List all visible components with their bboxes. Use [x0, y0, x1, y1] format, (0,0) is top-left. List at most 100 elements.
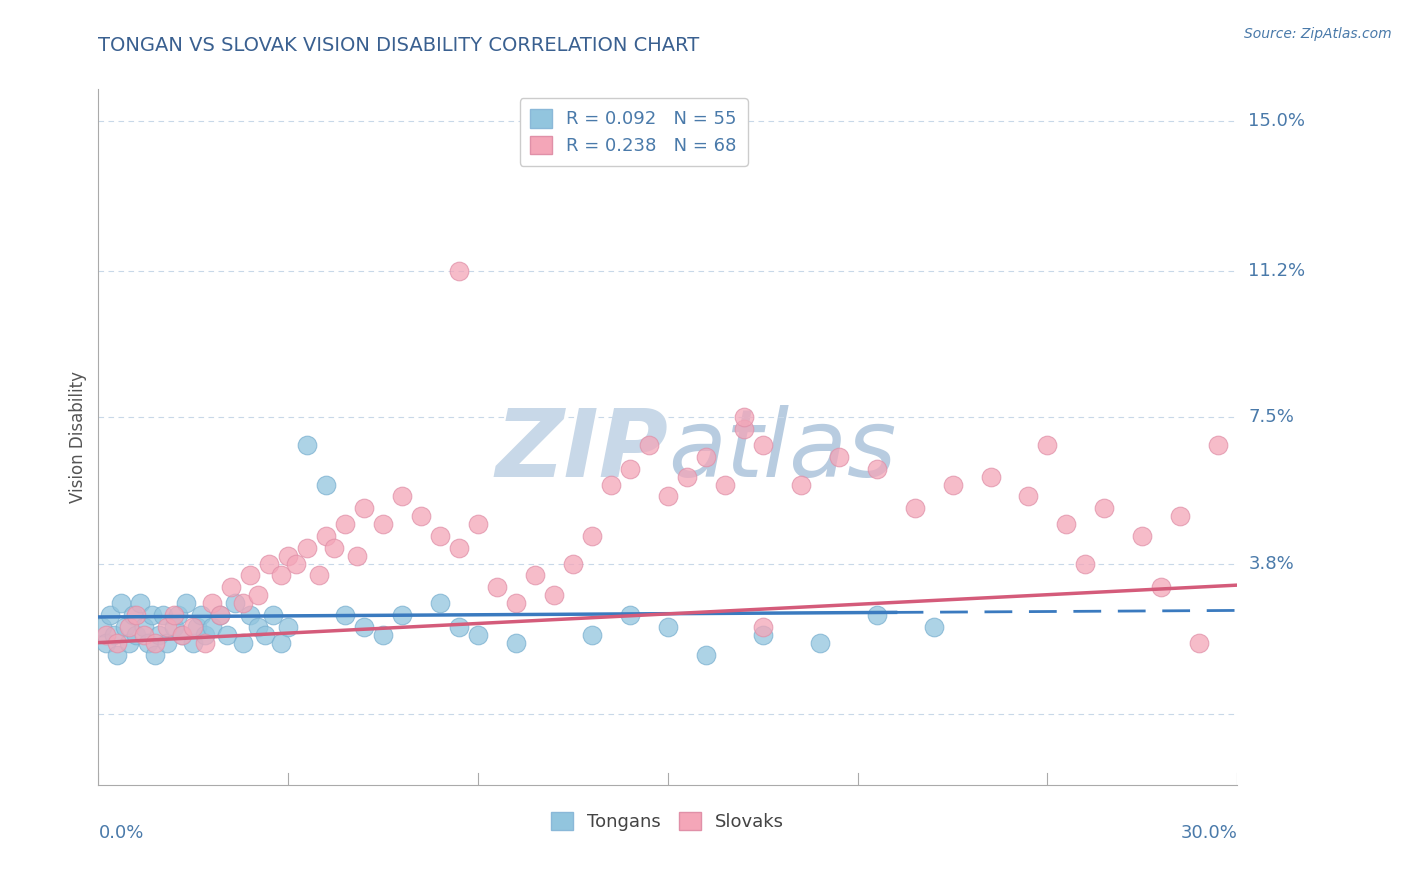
- Point: [163, 620, 186, 634]
- Point: [619, 461, 641, 475]
- Y-axis label: Vision Disability: Vision Disability: [69, 371, 87, 503]
- Text: 7.5%: 7.5%: [1249, 409, 1295, 426]
- Point: [183, 635, 205, 649]
- Point: [524, 568, 547, 582]
- Point: [201, 596, 224, 610]
- Point: [132, 628, 155, 642]
- Point: [505, 635, 527, 649]
- Point: [194, 628, 217, 642]
- Point: [1170, 509, 1192, 524]
- Point: [1094, 501, 1116, 516]
- Point: [411, 509, 433, 524]
- Text: 3.8%: 3.8%: [1249, 555, 1294, 573]
- Point: [866, 461, 889, 475]
- Point: [94, 635, 117, 649]
- Point: [505, 596, 527, 610]
- Point: [254, 628, 277, 642]
- Point: [752, 438, 775, 452]
- Point: [145, 635, 167, 649]
- Point: [239, 607, 262, 622]
- Point: [1074, 557, 1097, 571]
- Point: [1132, 529, 1154, 543]
- Point: [103, 628, 125, 642]
- Point: [733, 410, 755, 425]
- Point: [125, 607, 148, 622]
- Point: [467, 628, 489, 642]
- Point: [315, 529, 337, 543]
- Point: [156, 635, 179, 649]
- Point: [486, 580, 509, 594]
- Point: [676, 469, 699, 483]
- Point: [449, 264, 471, 278]
- Point: [262, 607, 284, 622]
- Point: [346, 549, 368, 563]
- Point: [152, 607, 174, 622]
- Point: [619, 607, 641, 622]
- Point: [107, 648, 129, 662]
- Point: [866, 607, 889, 622]
- Point: [808, 635, 831, 649]
- Point: [208, 607, 231, 622]
- Point: [391, 607, 413, 622]
- Point: [98, 607, 121, 622]
- Point: [308, 568, 330, 582]
- Text: TONGAN VS SLOVAK VISION DISABILITY CORRELATION CHART: TONGAN VS SLOVAK VISION DISABILITY CORRE…: [98, 36, 700, 54]
- Point: [752, 628, 775, 642]
- Point: [581, 628, 603, 642]
- Point: [335, 516, 357, 531]
- Point: [118, 620, 141, 634]
- Point: [284, 557, 307, 571]
- Point: [315, 477, 337, 491]
- Point: [979, 469, 1001, 483]
- Point: [224, 596, 246, 610]
- Point: [335, 607, 357, 622]
- Point: [562, 557, 585, 571]
- Point: [170, 628, 193, 642]
- Point: [429, 596, 451, 610]
- Point: [1150, 580, 1173, 594]
- Point: [322, 541, 344, 555]
- Point: [828, 450, 851, 464]
- Point: [449, 620, 471, 634]
- Point: [107, 635, 129, 649]
- Point: [297, 438, 319, 452]
- Point: [163, 607, 186, 622]
- Point: [543, 588, 565, 602]
- Point: [125, 628, 148, 642]
- Point: [752, 620, 775, 634]
- Point: [170, 628, 193, 642]
- Point: [270, 568, 292, 582]
- Point: [132, 620, 155, 634]
- Point: [136, 635, 159, 649]
- Point: [194, 635, 217, 649]
- Point: [190, 607, 212, 622]
- Point: [353, 501, 375, 516]
- Point: [714, 477, 737, 491]
- Point: [1208, 438, 1230, 452]
- Point: [467, 516, 489, 531]
- Point: [600, 477, 623, 491]
- Point: [1036, 438, 1059, 452]
- Point: [239, 568, 262, 582]
- Point: [657, 620, 679, 634]
- Point: [904, 501, 927, 516]
- Point: [186, 620, 208, 634]
- Point: [1188, 635, 1211, 649]
- Point: [695, 450, 717, 464]
- Point: [183, 620, 205, 634]
- Text: 11.2%: 11.2%: [1249, 262, 1306, 280]
- Point: [121, 607, 143, 622]
- Legend: Tongans, Slovaks: Tongans, Slovaks: [544, 805, 792, 838]
- Text: 30.0%: 30.0%: [1181, 824, 1237, 842]
- Point: [371, 628, 394, 642]
- Point: [217, 628, 239, 642]
- Point: [141, 607, 163, 622]
- Point: [277, 620, 299, 634]
- Point: [638, 438, 661, 452]
- Point: [174, 596, 197, 610]
- Point: [942, 477, 965, 491]
- Point: [277, 549, 299, 563]
- Point: [232, 635, 254, 649]
- Point: [371, 516, 394, 531]
- Point: [353, 620, 375, 634]
